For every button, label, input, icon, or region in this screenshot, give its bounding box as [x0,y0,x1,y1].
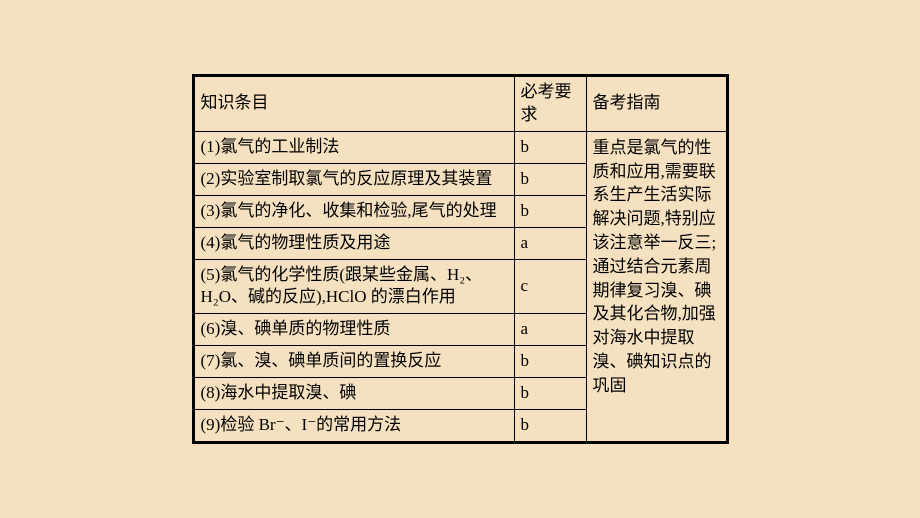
knowledge-table: 知识条目 必考要求 备考指南 (1)氯气的工业制法 b 重点是氯气的性质和应用,… [194,76,727,442]
topic-cell: (6)溴、碘单质的物理性质 [194,314,514,346]
req-cell: b [514,195,586,227]
req-cell: b [514,410,586,442]
topic-cell: (4)氯气的物理性质及用途 [194,227,514,259]
guide-cell: 重点是氯气的性质和应用,需要联系生产生活实际解决问题,特别应该注意举一反三;通过… [586,131,726,441]
topic-cell: (5)氯气的化学性质(跟某些金属、H₂、H₂O、碱的反应),HClO 的漂白作用 [194,259,514,314]
table-header-row: 知识条目 必考要求 备考指南 [194,76,726,131]
topic-cell: (7)氯、溴、碘单质间的置换反应 [194,346,514,378]
topic-cell: (1)氯气的工业制法 [194,131,514,163]
topic-cell: (2)实验室制取氯气的反应原理及其装置 [194,163,514,195]
req-cell: b [514,378,586,410]
header-topic: 知识条目 [194,76,514,131]
table-row: (1)氯气的工业制法 b 重点是氯气的性质和应用,需要联系生产生活实际解决问题,… [194,131,726,163]
topic-cell: (9)检验 Br⁻、I⁻的常用方法 [194,410,514,442]
topic-cell: (3)氯气的净化、收集和检验,尾气的处理 [194,195,514,227]
req-cell: b [514,131,586,163]
knowledge-table-wrap: 知识条目 必考要求 备考指南 (1)氯气的工业制法 b 重点是氯气的性质和应用,… [192,74,729,444]
topic-cell: (8)海水中提取溴、碘 [194,378,514,410]
req-cell: a [514,227,586,259]
header-guide: 备考指南 [586,76,726,131]
req-cell: a [514,314,586,346]
header-requirement: 必考要求 [514,76,586,131]
req-cell: c [514,259,586,314]
req-cell: b [514,346,586,378]
req-cell: b [514,163,586,195]
